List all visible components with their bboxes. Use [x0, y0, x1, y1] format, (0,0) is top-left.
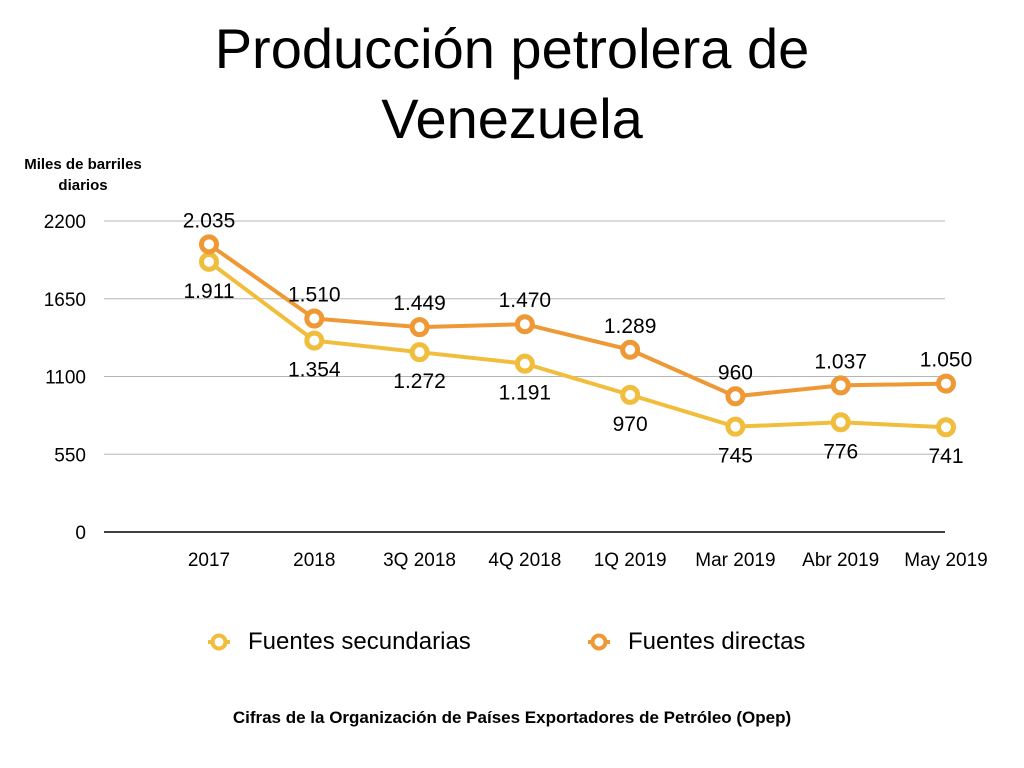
legend-item-fuentes-secundarias[interactable]: Fuentes secundarias: [208, 628, 471, 656]
x-tick-label: 2017: [188, 550, 230, 571]
data-label: 1.050: [920, 349, 973, 372]
y-tick-label: 2200: [44, 212, 86, 233]
data-point: [936, 373, 956, 394]
y-tick-label: 1100: [45, 368, 86, 389]
data-label: 1.449: [393, 292, 446, 315]
data-label: 1.037: [814, 350, 867, 373]
series-lines: [207, 242, 947, 430]
data-point: [304, 308, 325, 329]
x-tick-label: May 2019: [904, 550, 987, 571]
legend-label: Fuentes secundarias: [248, 628, 471, 655]
data-label: 741: [928, 445, 963, 468]
data-point: [725, 416, 746, 437]
y-tick-label: 1650: [44, 290, 86, 311]
y-axis-label: Miles de barriles diarios: [8, 154, 158, 196]
chart-title-line-2: Venezuela: [381, 87, 643, 150]
series-line-fuentes-directas: [207, 242, 947, 399]
line-chart: 0 550 1100 1650 2200 2017 2018 3Q 2018 4Q 2018 1…: [44, 209, 988, 571]
data-point: [830, 375, 851, 396]
data-point: [936, 417, 956, 438]
source-note: Cifras de la Organización de Países Expo…: [232, 708, 792, 727]
y-tick-label: 0: [75, 523, 86, 544]
legend-marker-icon: [588, 633, 610, 651]
data-point: [409, 342, 430, 363]
data-label: 745: [718, 445, 753, 468]
data-point: [304, 330, 325, 351]
data-point: [620, 339, 641, 360]
data-label: 776: [823, 440, 858, 463]
data-point: [725, 386, 746, 407]
data-label: 1.191: [499, 382, 552, 405]
data-point: [409, 317, 430, 338]
data-label: 1.289: [604, 315, 657, 338]
y-axis-label-line-2: diarios: [58, 177, 108, 194]
data-label: 1.510: [288, 284, 341, 307]
data-point: [514, 353, 535, 374]
y-tick-label: 550: [54, 445, 86, 466]
data-point: [514, 314, 535, 335]
data-point: [199, 251, 219, 272]
x-tick-label: 3Q 2018: [383, 550, 456, 571]
data-point: [830, 412, 851, 433]
series-line-fuentes-secundarias: [207, 260, 947, 430]
x-tick-label: 4Q 2018: [488, 550, 561, 571]
x-tick-label: 1Q 2019: [594, 550, 667, 571]
legend-item-fuentes-directas[interactable]: Fuentes directas: [588, 628, 805, 656]
legend-label: Fuentes directas: [628, 628, 806, 655]
data-label: 960: [718, 361, 753, 384]
x-tick-label: Mar 2019: [695, 550, 775, 571]
data-label: 1.911: [184, 280, 235, 303]
legend-marker-icon: [208, 633, 230, 651]
x-tick-label: 2018: [293, 550, 335, 571]
data-point: [620, 384, 641, 405]
data-label: 1.470: [499, 289, 552, 312]
data-label: 1.272: [393, 370, 446, 393]
data-label: 970: [613, 413, 648, 436]
data-point: [199, 234, 219, 255]
data-label: 1.354: [288, 359, 341, 382]
chart-title: Producción petrolera de Venezuela: [0, 14, 1024, 154]
chart-title-line-1: Producción petrolera de: [214, 17, 810, 80]
grid-lines: [104, 220, 945, 533]
x-tick-labels: 2017 2018 3Q 2018 4Q 2018 1Q 2019 Mar 2019 Abr…: [188, 550, 988, 571]
legend: Fuentes secundarias Fuentes directas: [0, 628, 1024, 664]
y-axis-label-line-1: Miles de barriles: [24, 156, 142, 173]
data-labels: 1.911 1.354 1.272 1.191 970 745 776 741 2.035 1.5…: [183, 209, 973, 468]
data-label: 2.035: [183, 209, 236, 232]
y-tick-labels: 0 550 1100 1650 2200: [44, 212, 86, 544]
series-points: [199, 234, 956, 438]
x-tick-label: Abr 2019: [802, 550, 879, 571]
